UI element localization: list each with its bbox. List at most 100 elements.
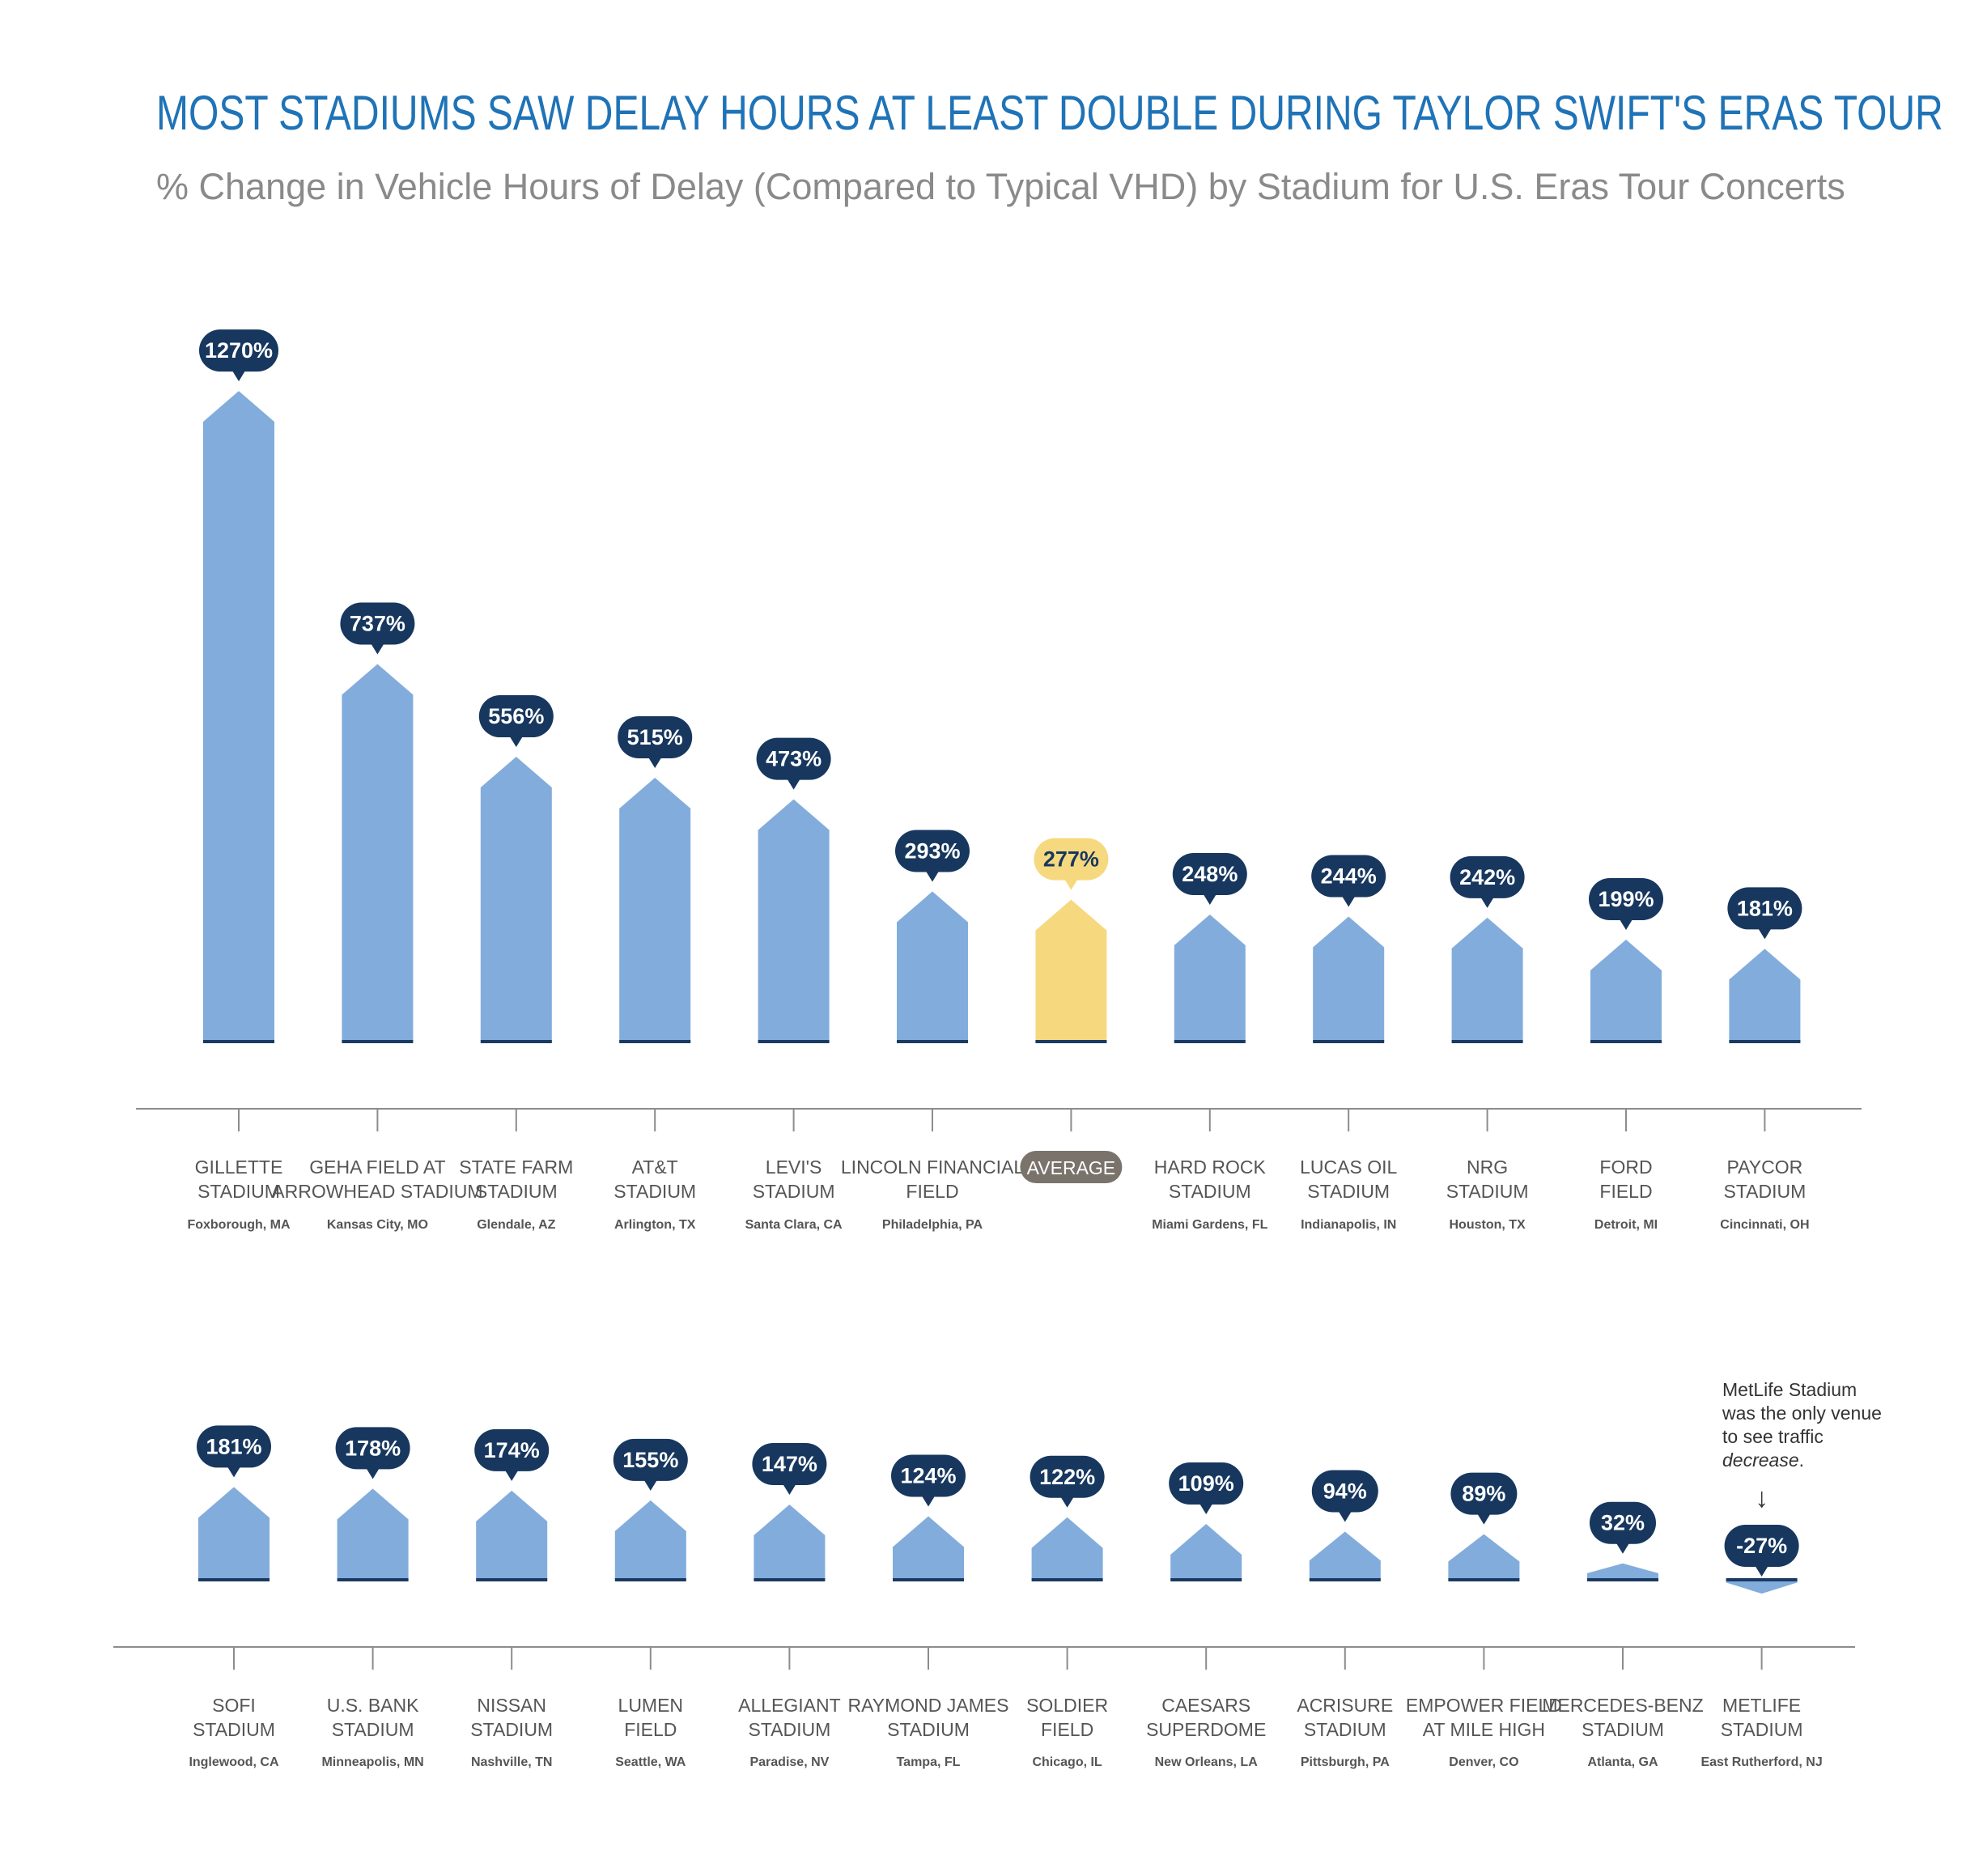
bar-baseline (893, 1578, 964, 1581)
bar (342, 664, 414, 1042)
stadium-name-line: STADIUM (753, 1181, 835, 1202)
value-label: 515% (627, 725, 683, 749)
stadium-name-line: LINCOLN FINANCIAL (841, 1157, 1024, 1178)
stadium-name-line: STADIUM (614, 1181, 696, 1202)
bar (897, 891, 968, 1042)
bar-baseline (1726, 1578, 1798, 1581)
value-label-bubble (1450, 855, 1525, 898)
value-label: 181% (206, 1434, 261, 1458)
bar (1313, 916, 1385, 1042)
bar-group: 32% (1587, 1501, 1658, 1581)
annotation-emphasis: decrease (1722, 1449, 1799, 1471)
stadium-name-line: NRG (1467, 1157, 1508, 1178)
stadium-city: Detroit, MI (1594, 1218, 1658, 1232)
stadium-city: Foxborough, MA (187, 1218, 291, 1232)
value-label: 181% (1737, 896, 1793, 920)
bar-baseline (754, 1578, 826, 1581)
value-label-pointer (1755, 1566, 1768, 1577)
stadium-name-line: STADIUM (197, 1181, 280, 1202)
bar-baseline (198, 1578, 270, 1581)
bar-baseline (203, 1040, 274, 1043)
stadium-name-line: STADIUM (470, 1719, 553, 1740)
value-label-bubble (335, 1427, 410, 1470)
bar (203, 391, 274, 1042)
stadium-name-line: CAESARS (1161, 1695, 1250, 1716)
value-label: 473% (766, 747, 822, 771)
bar (1726, 1580, 1798, 1594)
bar-group: 181% (1727, 887, 1802, 1043)
stadium-name-line: METLIFE (1722, 1695, 1801, 1716)
value-label: 248% (1182, 862, 1238, 886)
stadium-name-line: STADIUM (475, 1181, 558, 1202)
value-label-pointer (1060, 1496, 1074, 1508)
stadium-name-line: STADIUM (1582, 1719, 1664, 1740)
value-label-pointer (783, 1483, 796, 1495)
bar-baseline (758, 1040, 830, 1043)
stadium-name-line: STADIUM (1721, 1719, 1803, 1740)
value-label-bubble (1450, 1472, 1518, 1515)
stadium-city: Pittsburgh, PA (1301, 1755, 1390, 1769)
bar (1031, 1517, 1103, 1580)
annotation-period: . (1798, 1449, 1805, 1471)
bar (758, 799, 830, 1042)
bar (476, 1490, 548, 1580)
bar-group: 174% (474, 1428, 550, 1581)
value-label: 32% (1601, 1511, 1645, 1535)
stadium-city: Inglewood, CA (189, 1755, 279, 1769)
stadium-city: Santa Clara, CA (745, 1218, 843, 1232)
value-label-bubble (756, 737, 831, 780)
bar-baseline (1587, 1578, 1658, 1581)
bar-group: 155% (613, 1438, 688, 1581)
bar-group: 293% (895, 830, 970, 1043)
stadium-name-line: STADIUM (193, 1719, 275, 1740)
stadium-city: East Rutherford, NJ (1700, 1755, 1822, 1769)
average-tag (1020, 1151, 1123, 1183)
value-label-pointer (505, 1470, 519, 1481)
stadium-city: Cincinnati, OH (1720, 1218, 1809, 1232)
bar-group: 242% (1450, 855, 1525, 1043)
bar-group: 89% (1448, 1472, 1520, 1581)
bar (893, 1516, 964, 1580)
value-label-pointer (1064, 879, 1078, 890)
bar (480, 757, 552, 1042)
stadium-name-line: EMPOWER FIELD (1406, 1695, 1562, 1716)
stadium-name-line: FIELD (624, 1719, 677, 1740)
bar-group: 178% (335, 1427, 410, 1581)
value-label-pointer (922, 1496, 935, 1507)
stadium-name-line: LUMEN (618, 1695, 684, 1716)
value-label-pointer (1199, 1504, 1213, 1515)
average-tag-label: AVERAGE (1027, 1157, 1116, 1178)
stadium-name-line: FORD (1599, 1157, 1652, 1178)
value-label: 124% (900, 1464, 956, 1488)
stadium-city: Atlanta, GA (1587, 1755, 1658, 1769)
stadium-name-line: STADIUM (1304, 1719, 1386, 1740)
bar (754, 1504, 826, 1580)
bar-baseline (476, 1578, 548, 1581)
bar (1451, 917, 1523, 1042)
metlife-annotation: MetLife Stadium was the only venue to se… (1722, 1378, 1884, 1472)
stadium-name-line: NISSAN (477, 1695, 546, 1716)
value-label-pointer (1758, 928, 1772, 940)
stadium-name-line: MERCEDES-BENZ (1542, 1695, 1703, 1716)
stadium-name-line: RAYMOND JAMES (848, 1695, 1009, 1716)
bar-group: 181% (197, 1425, 271, 1581)
stadium-name-line: STADIUM (1307, 1181, 1390, 1202)
stadium-name-line: HARD ROCK (1154, 1157, 1267, 1178)
bar-baseline (897, 1040, 968, 1043)
bar (1309, 1531, 1381, 1580)
stadium-name-line: LEVI'S (766, 1157, 822, 1178)
bar-group: 1270% (199, 329, 278, 1043)
annotation-text: MetLife Stadium was the only venue to se… (1722, 1379, 1882, 1447)
stadium-name-line: ALLEGIANT (738, 1695, 841, 1716)
bar-baseline (480, 1040, 552, 1043)
value-label: 109% (1178, 1471, 1234, 1496)
chart-panel-top: 1270% GILLETTE STADIUM Foxborough, MA 737% GE… (136, 329, 1862, 1232)
chart-panel-bottom: 181% SOFI STADIUM Inglewood, CA 178% U.S. BAN… (113, 1425, 1855, 1769)
value-label-bubble (1311, 1470, 1378, 1513)
stadium-name-line: STADIUM (1724, 1181, 1807, 1202)
stadium-city: Seattle, WA (615, 1755, 686, 1769)
stadium-city: Kansas City, MO (327, 1218, 428, 1232)
value-label-bubble (340, 602, 415, 645)
stadium-city: Chicago, IL (1032, 1755, 1102, 1769)
value-label: 737% (350, 611, 405, 635)
